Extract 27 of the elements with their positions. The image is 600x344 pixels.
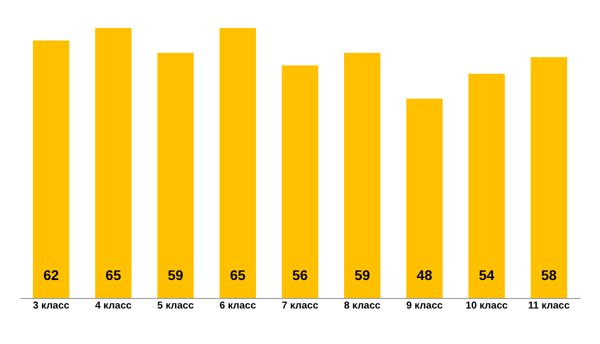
bar <box>220 28 256 298</box>
x-tick-label: 9 класс <box>406 300 444 312</box>
x-tick-label: 11 класс <box>528 300 570 312</box>
bar <box>32 40 70 298</box>
x-tick-label: 7 класс <box>282 300 319 312</box>
bar <box>406 98 443 298</box>
x-tick-label: 4 класс <box>95 300 132 312</box>
data-label: 48 <box>416 267 432 283</box>
bar <box>157 52 194 298</box>
x-tick-label: 3 класс <box>32 300 70 312</box>
bar <box>530 57 568 298</box>
data-label: 58 <box>541 267 557 283</box>
data-label: 62 <box>43 267 60 283</box>
data-label: 56 <box>292 267 308 283</box>
data-label: 65 <box>230 267 246 283</box>
x-tick-label: 8 класс <box>344 300 381 312</box>
bar <box>282 65 318 298</box>
x-tick-label: 6 класс <box>220 300 256 312</box>
data-label: 54 <box>478 267 495 283</box>
data-label: 65 <box>106 267 122 283</box>
bar <box>468 74 505 298</box>
data-label: 59 <box>354 267 370 283</box>
x-tick-label: 10 класс <box>466 300 508 312</box>
bar <box>95 28 132 298</box>
bar <box>344 52 380 298</box>
x-tick-label: 5 класс <box>157 300 194 312</box>
data-label: 59 <box>168 267 184 283</box>
